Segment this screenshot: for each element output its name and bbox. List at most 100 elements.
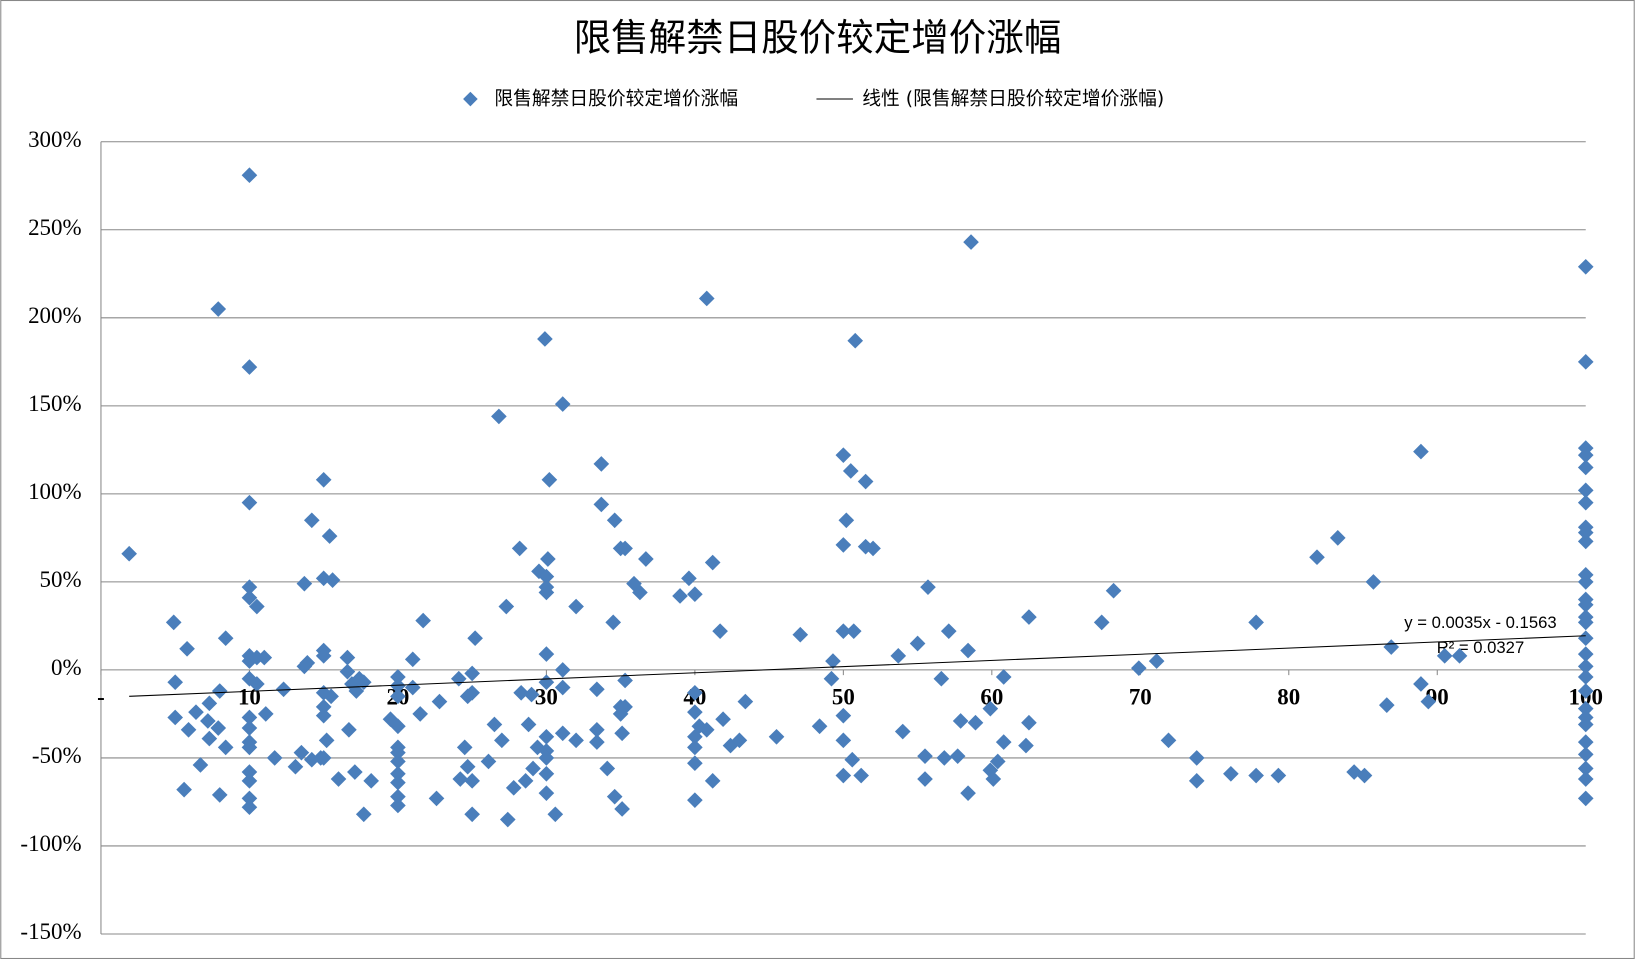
scatter-point bbox=[165, 614, 182, 631]
scatter-point bbox=[963, 234, 979, 250]
scatter-point bbox=[324, 572, 341, 588]
y-tick-label: 300% bbox=[28, 127, 81, 152]
scatter-point bbox=[1577, 533, 1594, 550]
scatter-point bbox=[355, 806, 372, 823]
scatter-point bbox=[249, 598, 265, 615]
scatter-point bbox=[217, 630, 234, 647]
scatter-point bbox=[1577, 646, 1594, 662]
scatter-point bbox=[960, 642, 976, 659]
scatter-point bbox=[459, 758, 476, 775]
scatter-point bbox=[687, 792, 703, 809]
x-tick-label: 30 bbox=[535, 684, 558, 709]
y-tick-label: 250% bbox=[28, 215, 81, 240]
scatter-point bbox=[464, 684, 480, 701]
scatter-point bbox=[1577, 354, 1594, 370]
scatter-point bbox=[1577, 700, 1594, 717]
legend-label: 线性 (限售解禁日股价较定增价涨幅) bbox=[862, 88, 1164, 110]
scatter-point bbox=[1577, 614, 1594, 631]
scatter-point bbox=[428, 790, 445, 807]
scatter-point bbox=[293, 744, 310, 761]
scatter-point bbox=[249, 676, 265, 692]
scatter-point bbox=[241, 359, 258, 375]
scatter-point bbox=[1577, 630, 1594, 647]
scatter-point bbox=[201, 730, 218, 747]
scatter-point bbox=[835, 732, 852, 749]
scatter-point bbox=[835, 447, 852, 463]
chart-title: 限售解禁日股价较定增价涨幅 bbox=[574, 17, 1062, 59]
scatter-point bbox=[1451, 648, 1468, 664]
scatter-point bbox=[211, 787, 228, 803]
scatter-point bbox=[363, 773, 380, 789]
scatter-point bbox=[525, 760, 541, 777]
scatter-point bbox=[412, 706, 429, 722]
scatter-point bbox=[995, 734, 1012, 750]
scatter-point bbox=[949, 748, 966, 764]
x-tick-label: 70 bbox=[1129, 684, 1152, 709]
scatter-point bbox=[390, 774, 406, 791]
scatter-point bbox=[517, 773, 534, 789]
scatter-point bbox=[1577, 447, 1594, 463]
scatter-point bbox=[390, 718, 406, 735]
y-tick-label: -50% bbox=[32, 743, 82, 768]
scatter-point bbox=[1577, 716, 1594, 733]
scatter-point bbox=[318, 732, 335, 749]
scatter-point bbox=[1577, 760, 1594, 777]
scatter-point bbox=[513, 684, 529, 701]
scatter-point bbox=[687, 586, 703, 603]
y-tick-label: 50% bbox=[40, 567, 82, 592]
scatter-point bbox=[823, 670, 840, 687]
scatter-point bbox=[672, 588, 688, 604]
scatter-point bbox=[1577, 459, 1594, 476]
scatter-point bbox=[520, 716, 537, 733]
scatter-point bbox=[1093, 614, 1110, 631]
scatter-point bbox=[698, 290, 715, 307]
scatter-point bbox=[537, 331, 553, 347]
scatter-point bbox=[614, 801, 630, 817]
scatter-point bbox=[464, 773, 480, 789]
scatter-point bbox=[241, 790, 258, 807]
scatter-point bbox=[167, 674, 184, 691]
y-tick-label: 0% bbox=[51, 655, 82, 680]
x-tick-label: 80 bbox=[1277, 684, 1300, 709]
scatter-point bbox=[1577, 790, 1594, 807]
scatter-point bbox=[632, 584, 648, 601]
scatter-point bbox=[847, 332, 864, 349]
scatter-point bbox=[1577, 746, 1594, 763]
scatter-point bbox=[210, 301, 227, 317]
scatter-point bbox=[1577, 482, 1594, 499]
scatter-point bbox=[464, 806, 480, 823]
legend-label: 限售解禁日股价较定增价涨幅 bbox=[494, 88, 738, 110]
scatter-point bbox=[933, 670, 950, 687]
legend-marker bbox=[463, 91, 478, 107]
scatter-point bbox=[241, 720, 258, 736]
scatter-point bbox=[1365, 574, 1382, 590]
scatter-point bbox=[606, 512, 623, 529]
scatter-point bbox=[241, 167, 258, 184]
trend-line bbox=[129, 635, 1586, 697]
scatter-point bbox=[321, 528, 338, 544]
y-tick-label: -150% bbox=[20, 919, 81, 944]
scatter-point bbox=[589, 734, 605, 750]
scatter-point bbox=[303, 512, 320, 529]
scatter-point bbox=[287, 758, 304, 775]
trend-equation: y = 0.0035x - 0.1563 bbox=[1404, 613, 1556, 632]
scatter-point bbox=[523, 686, 540, 703]
scatter-point bbox=[687, 704, 703, 720]
scatter-point bbox=[681, 570, 697, 587]
scatter-point bbox=[390, 788, 406, 805]
y-tick-label: 100% bbox=[28, 479, 81, 504]
scatter-point bbox=[687, 684, 703, 701]
scatter-point bbox=[192, 757, 209, 773]
y-tick-label: -100% bbox=[20, 831, 81, 856]
scatter-point bbox=[210, 720, 227, 736]
scatter-point bbox=[1577, 574, 1594, 590]
scatter-point bbox=[731, 732, 748, 749]
scatter-point bbox=[323, 688, 339, 705]
scatter-point bbox=[593, 456, 610, 472]
scatter-point bbox=[605, 614, 622, 631]
scatter-point bbox=[296, 575, 313, 592]
scatter-point bbox=[1577, 658, 1594, 675]
scatter-point bbox=[1577, 524, 1594, 541]
